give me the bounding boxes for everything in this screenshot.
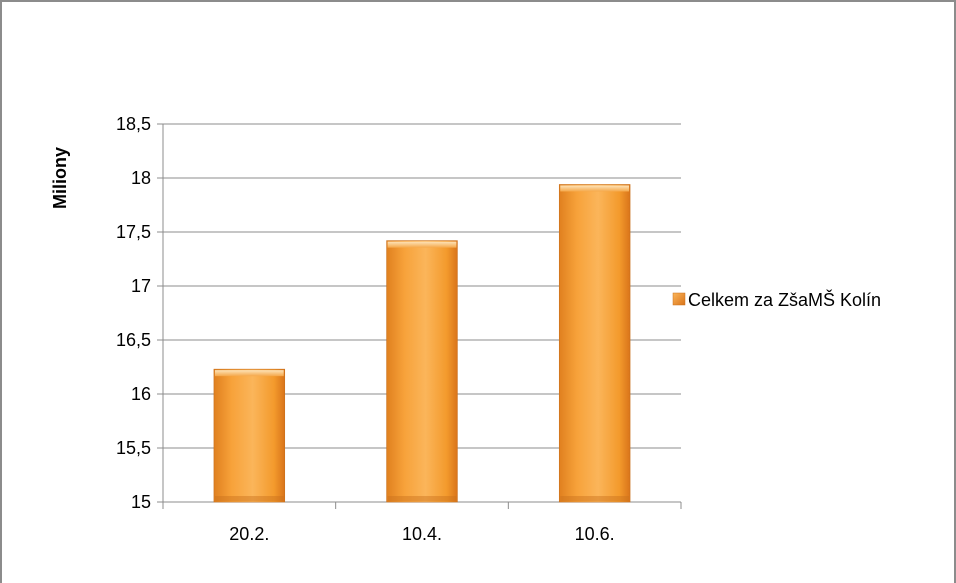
- legend-swatch: [672, 292, 686, 306]
- bar-base-shade: [387, 496, 457, 501]
- bar-body: [213, 368, 286, 503]
- x-tick-label: 10.4.: [402, 524, 442, 544]
- y-tick-label: 15,5: [116, 438, 151, 458]
- tick-labels: 15 15,5 16 16,5 17 17,5 18 18,5 20.2. 10.4. 10.6.: [116, 114, 615, 544]
- y-axis-title: Miliony: [50, 147, 70, 209]
- bar-base-shade: [560, 496, 630, 501]
- bar: [386, 240, 458, 503]
- bar: [558, 184, 631, 503]
- bar-cap: [387, 241, 457, 248]
- y-tick-label: 15: [131, 492, 151, 512]
- y-tick-label: 16: [131, 384, 151, 404]
- y-tick-label: 17,5: [116, 222, 151, 242]
- bar-cap: [214, 370, 284, 377]
- bar-base-shade: [214, 496, 284, 501]
- legend-label: Celkem za ZšaMŠ Kolín: [688, 289, 881, 310]
- bar: [213, 368, 286, 503]
- y-tick-label: 18: [131, 168, 151, 188]
- legend: Celkem za ZšaMŠ Kolín: [672, 289, 881, 310]
- bar-body: [386, 240, 458, 503]
- x-tick-label: 10.6.: [575, 524, 615, 544]
- bars: [213, 184, 631, 503]
- y-tick-label: 17: [131, 276, 151, 296]
- bar-cap: [560, 185, 630, 192]
- y-tick-label: 18,5: [116, 114, 151, 134]
- x-tick-label: 20.2.: [229, 524, 269, 544]
- bar-body: [558, 184, 631, 503]
- y-tick-label: 16,5: [116, 330, 151, 350]
